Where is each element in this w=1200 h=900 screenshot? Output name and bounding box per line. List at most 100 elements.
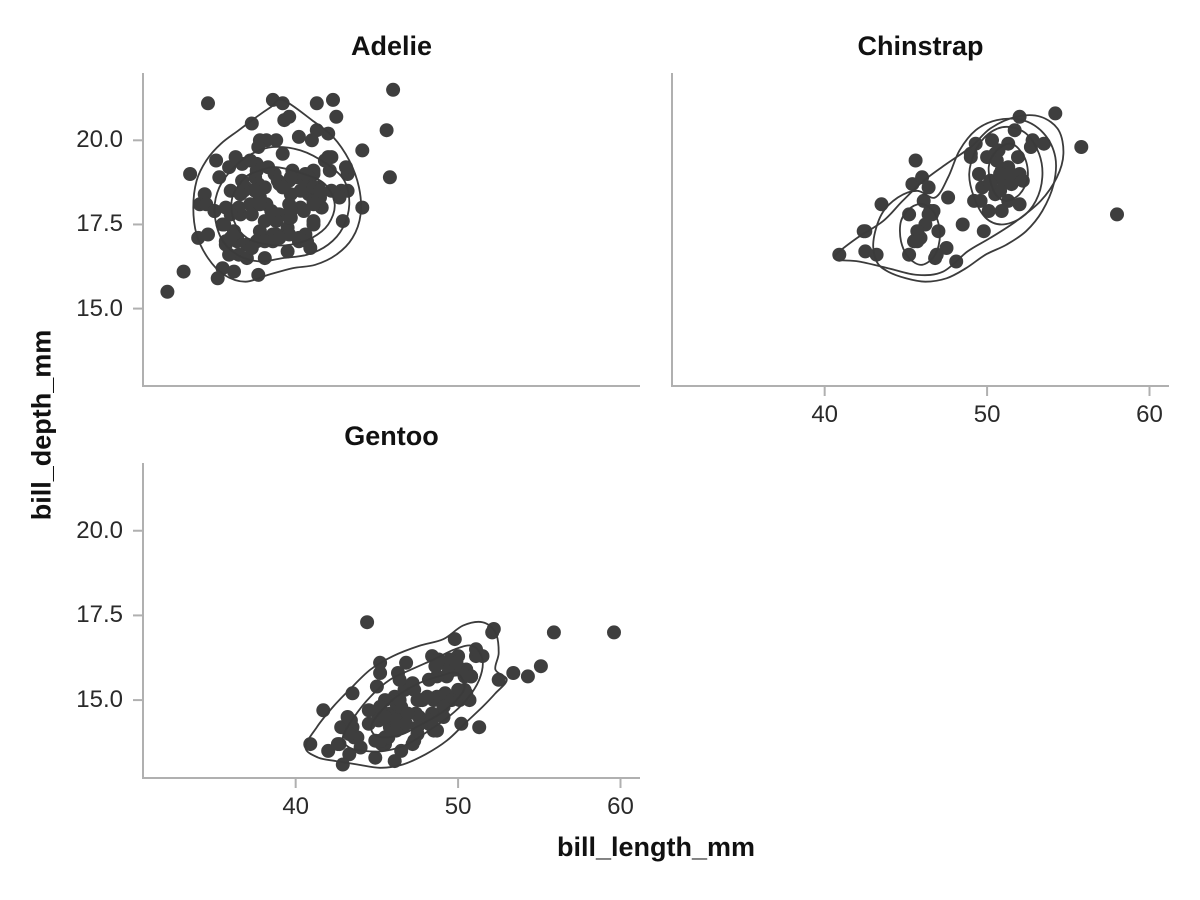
y-tick-label: 17.5 xyxy=(76,601,123,629)
data-point xyxy=(264,204,279,218)
x-tick-label: 40 xyxy=(811,401,839,428)
density-contour xyxy=(899,203,941,266)
data-point xyxy=(972,167,986,181)
data-point xyxy=(275,146,290,161)
data-point xyxy=(1110,207,1124,222)
density-contour xyxy=(341,644,484,753)
facet-title-gentoo: Gentoo xyxy=(344,421,439,451)
data-point xyxy=(227,264,241,279)
data-point xyxy=(491,672,506,687)
data-point xyxy=(386,82,401,97)
data-point xyxy=(420,689,435,704)
data-point xyxy=(222,160,237,175)
density-contour xyxy=(230,166,336,247)
data-point xyxy=(955,217,970,232)
data-point xyxy=(251,140,266,154)
data-point xyxy=(368,750,383,765)
data-point xyxy=(275,180,290,195)
data-point xyxy=(321,743,336,758)
data-point xyxy=(280,244,295,259)
data-point xyxy=(304,133,319,148)
density-contour xyxy=(872,117,1057,283)
data-point xyxy=(454,716,469,731)
data-point xyxy=(1036,136,1051,151)
data-point xyxy=(291,129,306,144)
data-point xyxy=(449,655,464,670)
data-point xyxy=(244,207,259,222)
data-point xyxy=(160,284,175,299)
data-point xyxy=(1074,140,1089,154)
data-point xyxy=(941,190,956,205)
data-point xyxy=(269,133,284,148)
facet-title-chinstrap: Chinstrap xyxy=(857,31,984,61)
data-point xyxy=(355,200,370,215)
density-contour xyxy=(987,142,1029,202)
data-point xyxy=(931,224,946,239)
data-point xyxy=(457,669,472,684)
data-point xyxy=(928,251,943,266)
data-point xyxy=(921,180,936,195)
data-point xyxy=(981,204,996,218)
data-point xyxy=(369,679,384,694)
x-tick-label: 60 xyxy=(607,793,634,820)
data-point xyxy=(360,615,375,630)
data-point xyxy=(303,737,318,752)
data-point xyxy=(379,123,394,138)
density-contour xyxy=(304,620,508,769)
data-point xyxy=(244,116,259,131)
data-point xyxy=(217,217,232,232)
data-point xyxy=(249,163,264,178)
data-point xyxy=(399,716,414,731)
data-point xyxy=(309,96,324,111)
density-contour xyxy=(370,671,466,739)
data-point xyxy=(209,153,224,168)
data-point xyxy=(373,666,388,680)
data-point xyxy=(939,241,954,255)
data-point xyxy=(332,190,347,205)
data-point xyxy=(322,163,337,178)
data-point xyxy=(342,747,357,762)
data-point xyxy=(244,241,259,255)
data-point xyxy=(293,183,308,198)
data-point xyxy=(183,167,198,181)
data-point xyxy=(212,170,227,185)
data-point xyxy=(993,167,1008,181)
y-tick-label: 20.0 xyxy=(76,516,123,544)
data-point xyxy=(908,153,923,168)
x-tick-label: 50 xyxy=(444,793,472,820)
data-point xyxy=(399,655,414,670)
data-point xyxy=(910,224,925,239)
data-point xyxy=(361,703,376,718)
data-point xyxy=(257,214,272,229)
data-point xyxy=(355,143,370,158)
data-point xyxy=(316,703,331,718)
data-point xyxy=(533,659,548,674)
data-point xyxy=(335,757,350,772)
data-point xyxy=(373,699,388,714)
data-point xyxy=(472,720,487,735)
data-point xyxy=(985,133,999,148)
data-point xyxy=(1048,106,1063,121)
data-point xyxy=(832,247,847,262)
x-axis-label: bill_length_mm xyxy=(556,832,756,862)
data-point xyxy=(607,625,621,640)
data-point xyxy=(272,230,287,245)
data-point xyxy=(233,187,248,202)
data-point xyxy=(994,204,1009,218)
data-point xyxy=(306,217,321,232)
data-point xyxy=(387,754,402,769)
density-contour xyxy=(213,145,351,263)
data-point xyxy=(546,625,561,640)
data-point xyxy=(257,251,272,266)
data-point xyxy=(910,234,925,249)
y-tick-label: 15.0 xyxy=(76,294,123,322)
data-point xyxy=(223,230,238,245)
x-tick-label: 40 xyxy=(282,793,310,820)
data-point xyxy=(915,170,930,185)
data-point xyxy=(326,92,340,107)
data-point xyxy=(405,737,420,752)
data-point xyxy=(520,669,535,684)
data-point xyxy=(447,632,462,647)
data-point xyxy=(1011,150,1025,165)
